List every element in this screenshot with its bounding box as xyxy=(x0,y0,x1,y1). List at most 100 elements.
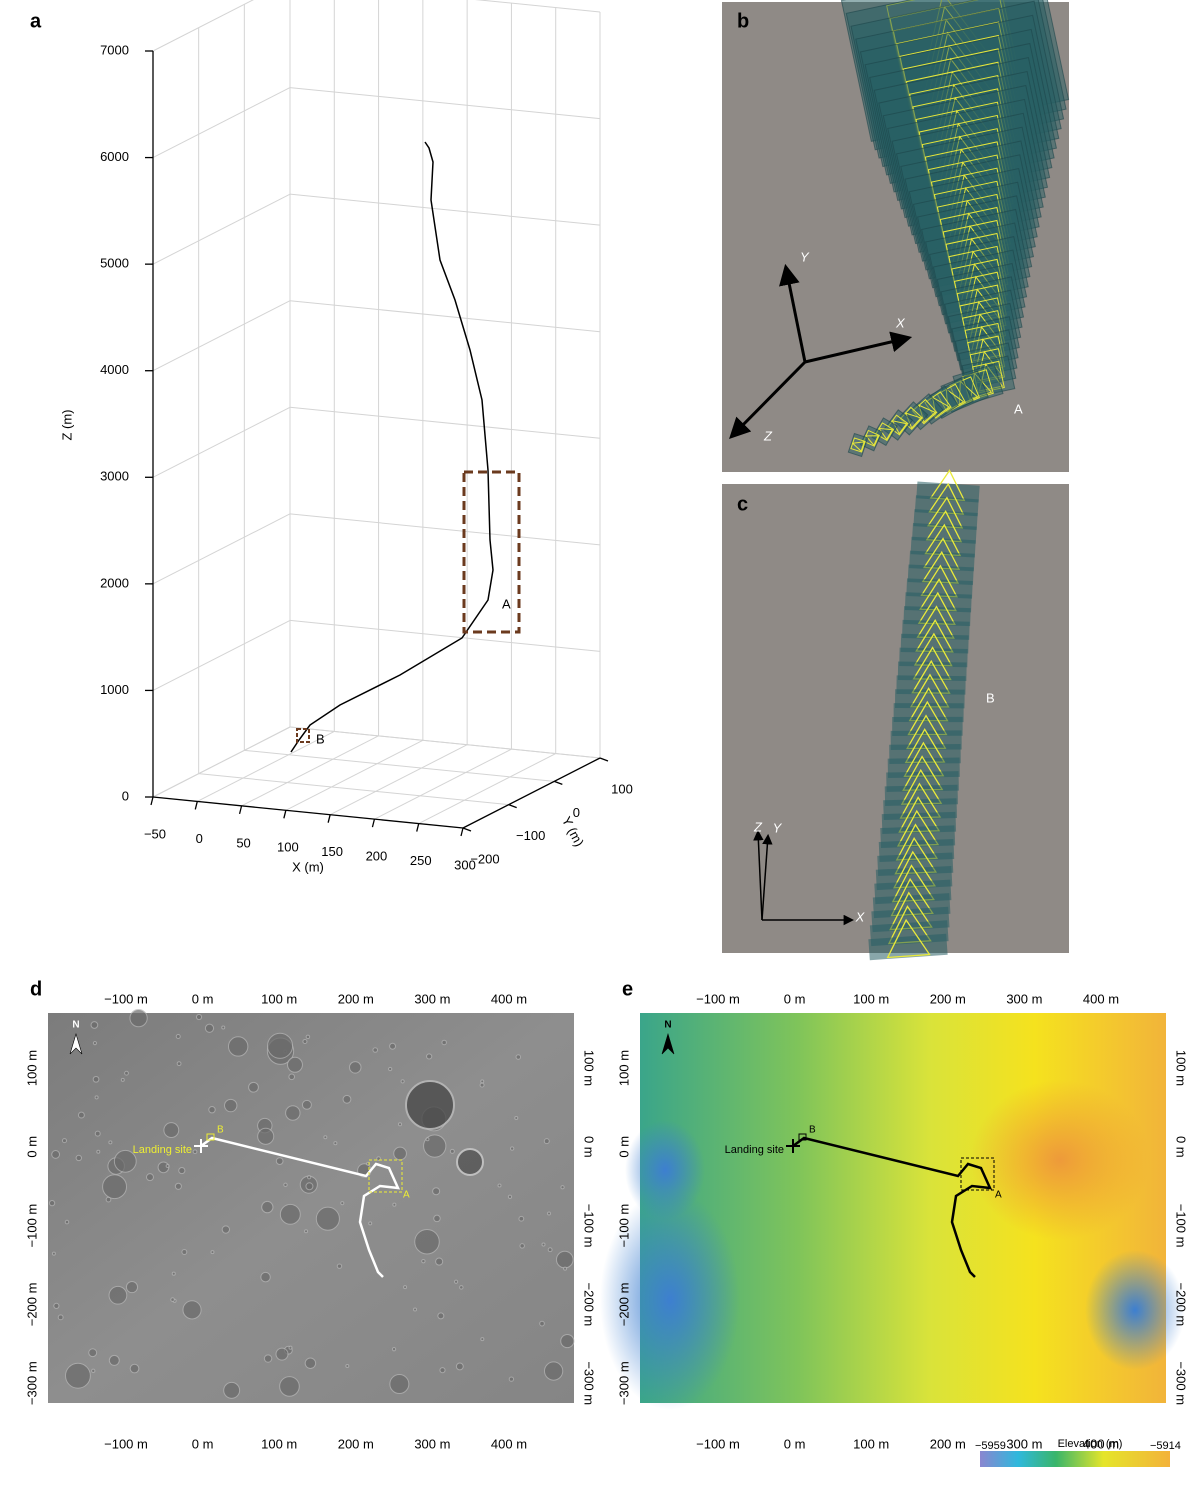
x-tick-label: 100 m xyxy=(261,1436,297,1451)
y-tick-label: 100 m xyxy=(582,1050,597,1086)
panel-label: e xyxy=(622,978,633,1000)
crater xyxy=(518,1215,525,1222)
x-tick-label: −100 m xyxy=(104,1436,148,1451)
x-tick-label: −100 m xyxy=(104,991,148,1006)
x-tick-label: −100 m xyxy=(696,1436,740,1451)
grid-line xyxy=(152,300,291,372)
y-tick-label: −100 xyxy=(516,828,545,843)
crater xyxy=(435,1257,444,1266)
axis-title: Z (m) xyxy=(59,409,74,440)
crater xyxy=(453,1279,459,1284)
x-tick-label: 0 m xyxy=(192,991,214,1006)
y-tick-label: 100 m xyxy=(616,1050,631,1086)
crater xyxy=(221,1225,231,1234)
crater xyxy=(283,1182,288,1188)
crater xyxy=(348,1061,362,1074)
panel-a xyxy=(145,0,609,837)
crater xyxy=(96,1149,101,1154)
crater xyxy=(432,1187,441,1196)
crater xyxy=(509,1146,515,1151)
crater xyxy=(301,1099,312,1110)
tick xyxy=(371,818,376,828)
crater xyxy=(92,1041,98,1046)
crater xyxy=(53,1302,60,1310)
y-tick-label: 0 m xyxy=(616,1136,631,1158)
grid-line xyxy=(198,773,509,806)
box-b xyxy=(798,1133,807,1141)
x-tick-label: −50 xyxy=(144,826,166,841)
grid-line xyxy=(152,513,291,585)
crater xyxy=(275,1347,289,1361)
marker-label: A xyxy=(995,1190,1002,1201)
grid-line xyxy=(374,748,512,820)
tick xyxy=(283,810,287,819)
crater xyxy=(163,1122,180,1139)
crater xyxy=(426,1053,433,1060)
tick xyxy=(460,827,464,837)
rover-path xyxy=(200,1136,401,1278)
grid-line xyxy=(289,619,601,652)
grid-line xyxy=(289,87,601,120)
crater xyxy=(102,1174,128,1200)
crater xyxy=(555,1250,574,1269)
crater xyxy=(560,1185,565,1190)
y-axis xyxy=(462,757,601,829)
axis-title: X (m) xyxy=(292,859,324,874)
crater xyxy=(315,1206,340,1231)
x-tick-label: 200 m xyxy=(930,1436,966,1451)
crater xyxy=(113,1149,137,1173)
camera-frames xyxy=(840,0,1070,458)
crater xyxy=(480,1337,485,1342)
crater xyxy=(560,1333,575,1349)
crater xyxy=(449,1148,455,1154)
crater xyxy=(392,1202,397,1207)
tick xyxy=(194,801,198,810)
crater xyxy=(124,1070,129,1076)
crater xyxy=(333,1141,338,1146)
crater xyxy=(192,1149,198,1155)
axis-label: Y xyxy=(773,820,783,835)
marker-label: A xyxy=(502,596,511,611)
crater xyxy=(376,1156,381,1161)
x-tick-label: 0 xyxy=(196,831,203,846)
crater xyxy=(305,1182,314,1191)
crater xyxy=(248,1081,259,1093)
crater xyxy=(514,1116,519,1121)
crater xyxy=(421,1258,426,1264)
craters xyxy=(48,1008,575,1399)
y-tick-label: −300 m xyxy=(582,1361,597,1405)
colorbar-min: −5959 xyxy=(975,1440,1006,1452)
axes-b xyxy=(729,263,913,439)
crater xyxy=(120,1077,125,1082)
axis-label: X xyxy=(855,909,866,924)
crater xyxy=(563,1266,568,1271)
grid-line xyxy=(152,0,254,52)
crater xyxy=(372,1047,379,1053)
crater xyxy=(368,1221,373,1226)
crater xyxy=(92,1075,100,1083)
z-tick-label: 7000 xyxy=(100,42,129,57)
grid-line xyxy=(152,87,291,159)
z-tick-label: 2000 xyxy=(100,575,129,590)
box-a xyxy=(462,470,521,634)
grid-line xyxy=(244,749,555,782)
crater xyxy=(51,1150,61,1159)
axis-label: Z xyxy=(753,819,763,834)
grid-line xyxy=(289,193,601,226)
crater xyxy=(413,1307,418,1312)
crater xyxy=(497,1183,502,1188)
grid-line xyxy=(152,193,291,265)
landing-marker xyxy=(194,1139,208,1153)
crater xyxy=(547,1247,553,1253)
crater xyxy=(48,1199,56,1207)
y-tick-label: −100 m xyxy=(582,1204,597,1248)
crater xyxy=(170,1297,175,1302)
crater xyxy=(403,1285,408,1290)
y-tick-label: 100 m xyxy=(1174,1050,1189,1086)
crater xyxy=(455,1362,464,1371)
frame xyxy=(847,432,869,458)
crater xyxy=(515,1054,522,1060)
crater xyxy=(195,1013,203,1021)
frame xyxy=(868,918,948,961)
axis-label: X xyxy=(895,315,906,330)
